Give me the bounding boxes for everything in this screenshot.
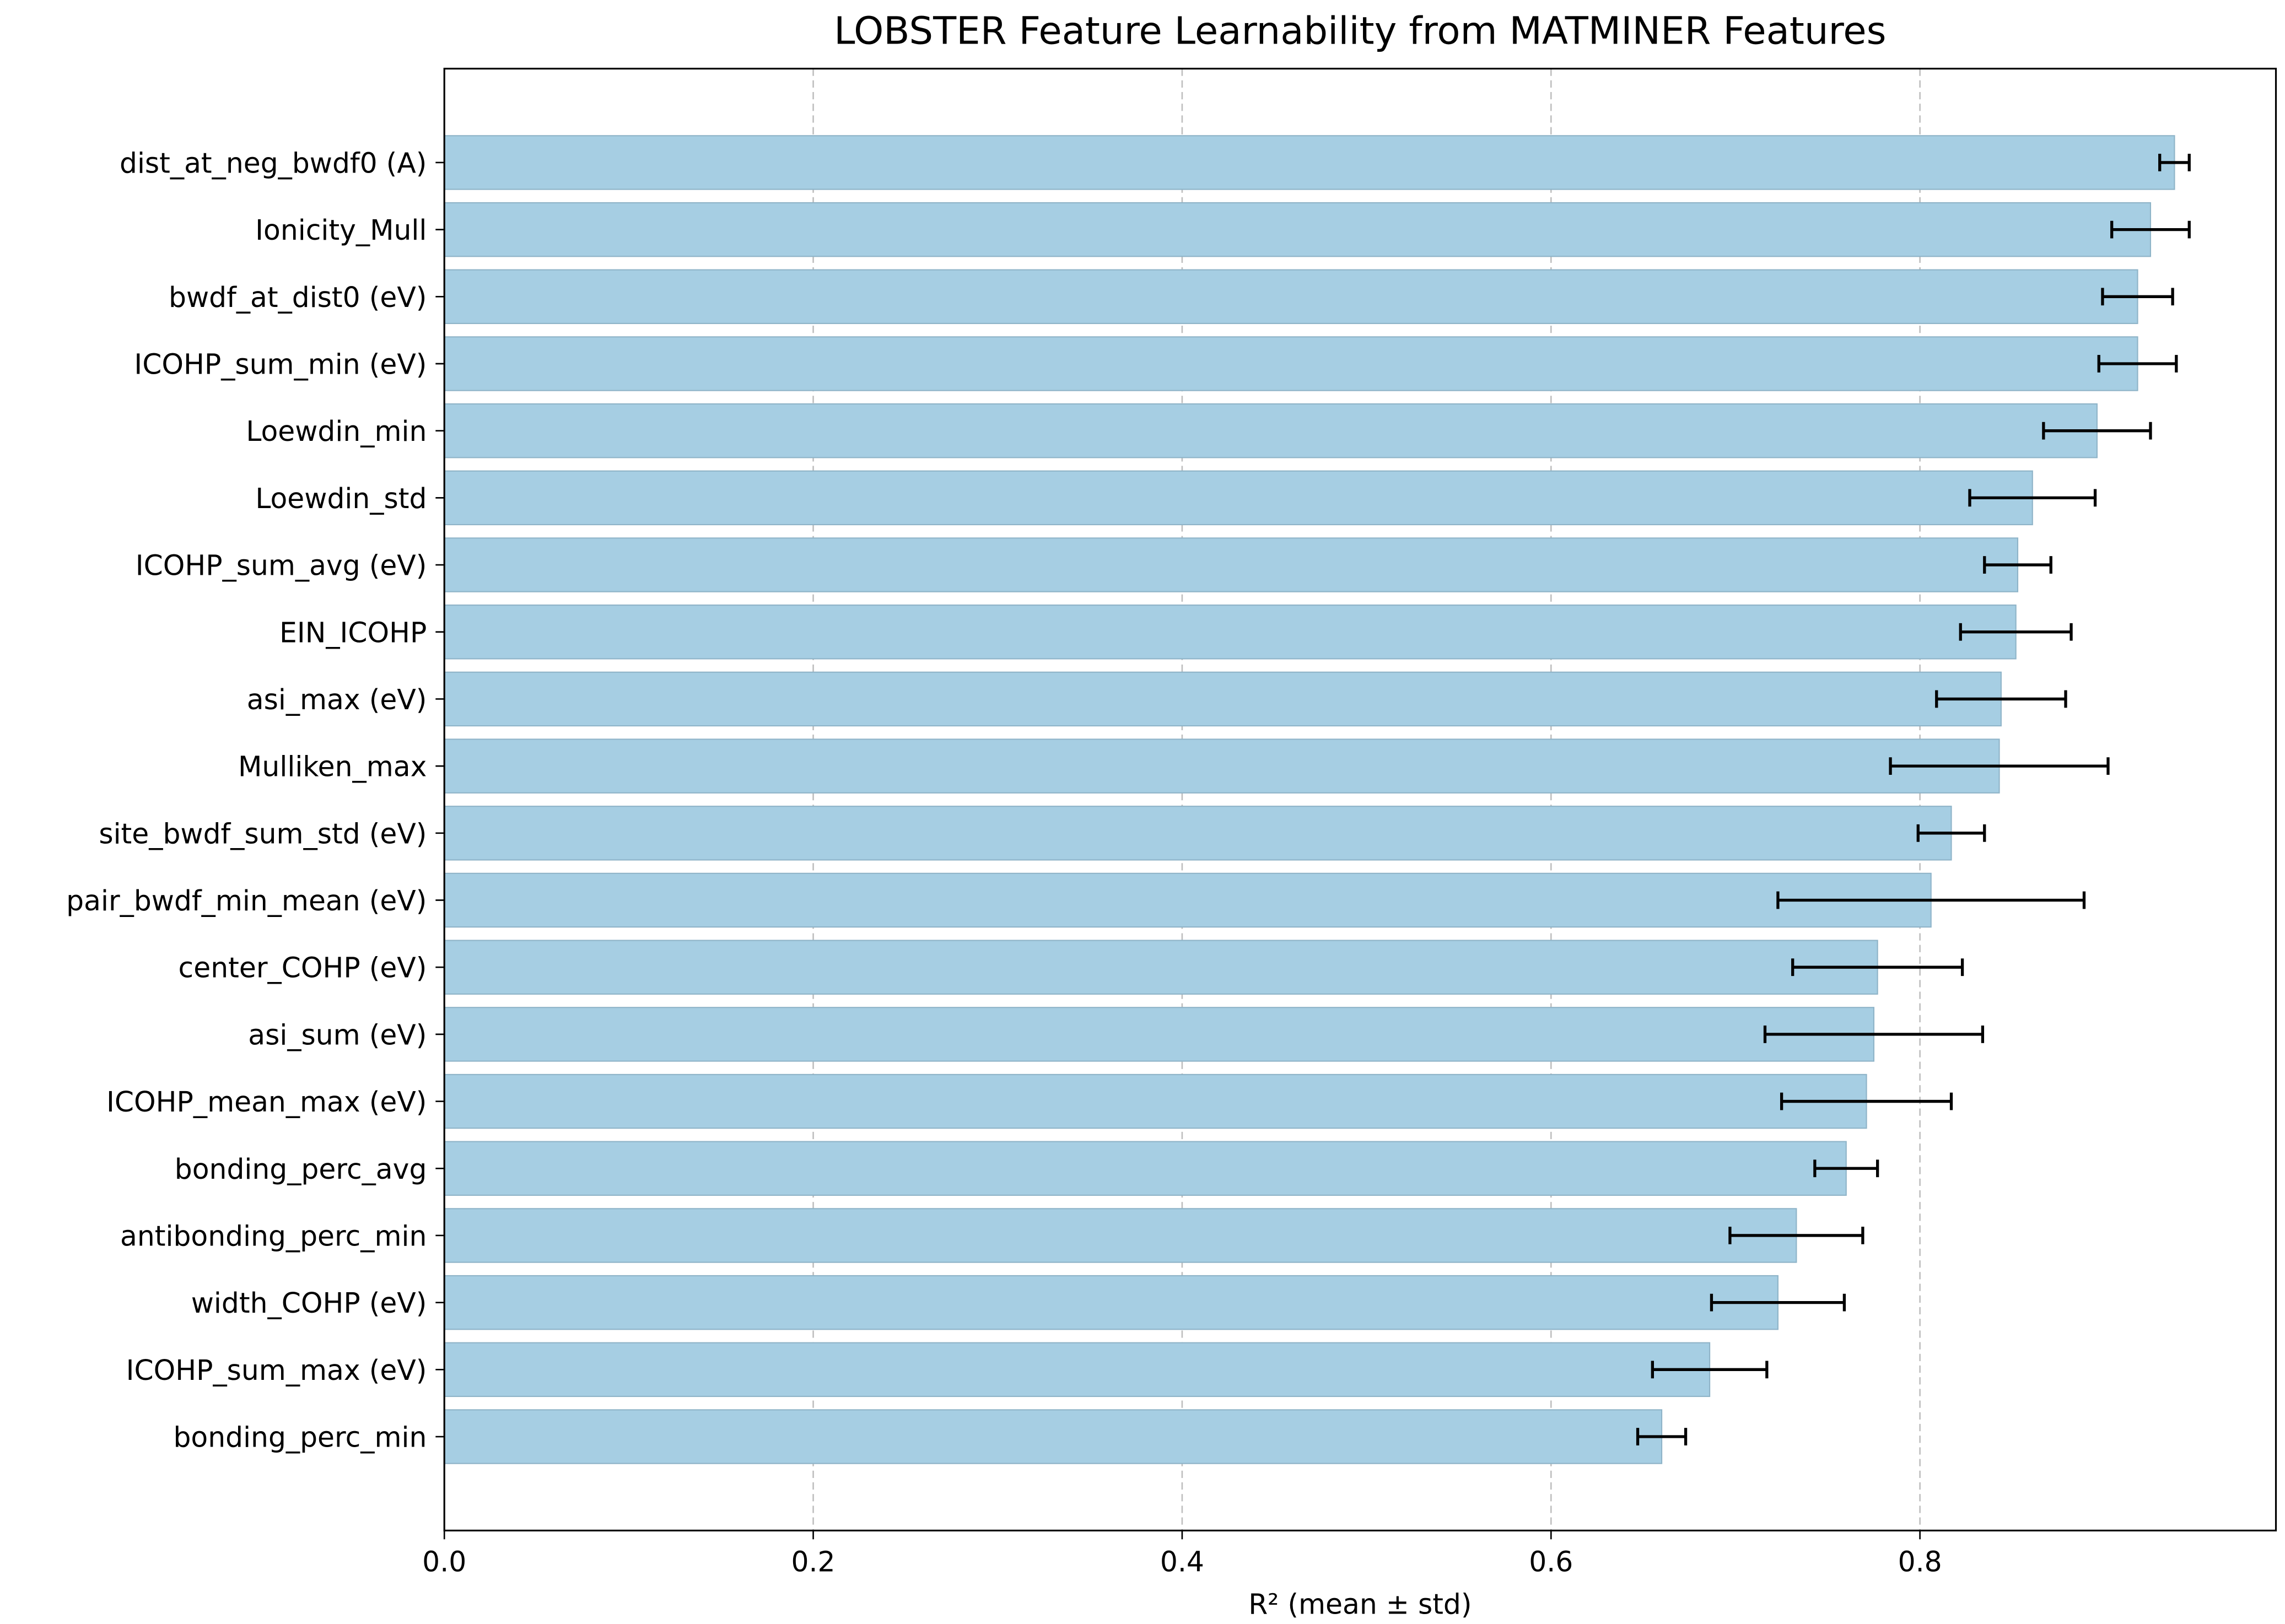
y-tick-label: antibonding_perc_min <box>120 1220 427 1253</box>
y-tick-label: bonding_perc_avg <box>175 1153 427 1185</box>
bar <box>444 1007 1875 1062</box>
x-tick-label: 0.6 <box>1529 1546 1573 1578</box>
y-tick-label: Loewdin_std <box>255 482 427 515</box>
bar <box>444 336 2138 391</box>
bar <box>444 135 2175 190</box>
bar <box>444 872 1932 928</box>
bar <box>444 1342 1711 1398</box>
bar <box>444 202 2152 257</box>
y-tick-label: Loewdin_min <box>246 415 427 447</box>
bar <box>444 605 2017 660</box>
bar <box>444 470 2033 526</box>
y-tick-label: ICOHP_sum_min (eV) <box>134 348 427 381</box>
y-tick-label: bwdf_at_dist0 (eV) <box>169 281 427 314</box>
bar <box>444 671 2002 727</box>
x-tick-label: 0.4 <box>1160 1546 1204 1578</box>
bar <box>444 1208 1797 1263</box>
x-axis-label: R² (mean ± std) <box>1248 1588 1472 1620</box>
bar <box>444 738 2000 794</box>
error-bars <box>1636 154 2191 1445</box>
bar <box>444 940 1878 995</box>
y-tick-labels: dist_at_neg_bwdf0 (A) Ionicity_Mull bwdf_a… <box>66 147 445 1454</box>
x-tick-label: 0.0 <box>422 1546 466 1578</box>
bar <box>444 1409 1663 1464</box>
y-tick-label: ICOHP_sum_avg (eV) <box>136 549 427 582</box>
y-tick-label: pair_bwdf_min_mean (eV) <box>66 884 427 917</box>
y-tick-label: site_bwdf_sum_std (eV) <box>99 817 427 850</box>
y-tick-label: Mulliken_max <box>238 751 427 783</box>
y-tick-label: bonding_perc_min <box>173 1421 427 1454</box>
bar <box>444 1073 1867 1129</box>
y-tick-label: ICOHP_mean_max (eV) <box>106 1086 427 1118</box>
y-tick-label: width_COHP (eV) <box>191 1287 427 1319</box>
bar <box>444 1275 1779 1330</box>
y-tick-label: asi_sum (eV) <box>248 1018 427 1051</box>
y-tick-label: EIN_ICOHP <box>279 616 427 649</box>
bar <box>444 269 2138 325</box>
bar <box>444 537 2019 592</box>
bar <box>444 1141 1847 1196</box>
bar <box>444 403 2098 458</box>
chart-title: LOBSTER Feature Learnability from MATMIN… <box>834 9 1886 53</box>
y-tick-label: ICOHP_sum_max (eV) <box>126 1354 427 1386</box>
y-tick-label: dist_at_neg_bwdf0 (A) <box>120 147 427 179</box>
x-tick-label: 0.2 <box>791 1546 836 1578</box>
bars <box>444 135 2175 1464</box>
x-ticks: 0.0 0.2 0.4 0.6 0.8 <box>422 1530 1942 1578</box>
plot-frame <box>443 67 2277 1531</box>
y-tick-label: asi_max (eV) <box>247 683 427 716</box>
y-tick-label: center_COHP (eV) <box>179 952 427 984</box>
x-tick-label: 0.8 <box>1898 1546 1942 1578</box>
bar <box>444 806 1952 861</box>
y-tick-label: Ionicity_Mull <box>255 214 427 246</box>
